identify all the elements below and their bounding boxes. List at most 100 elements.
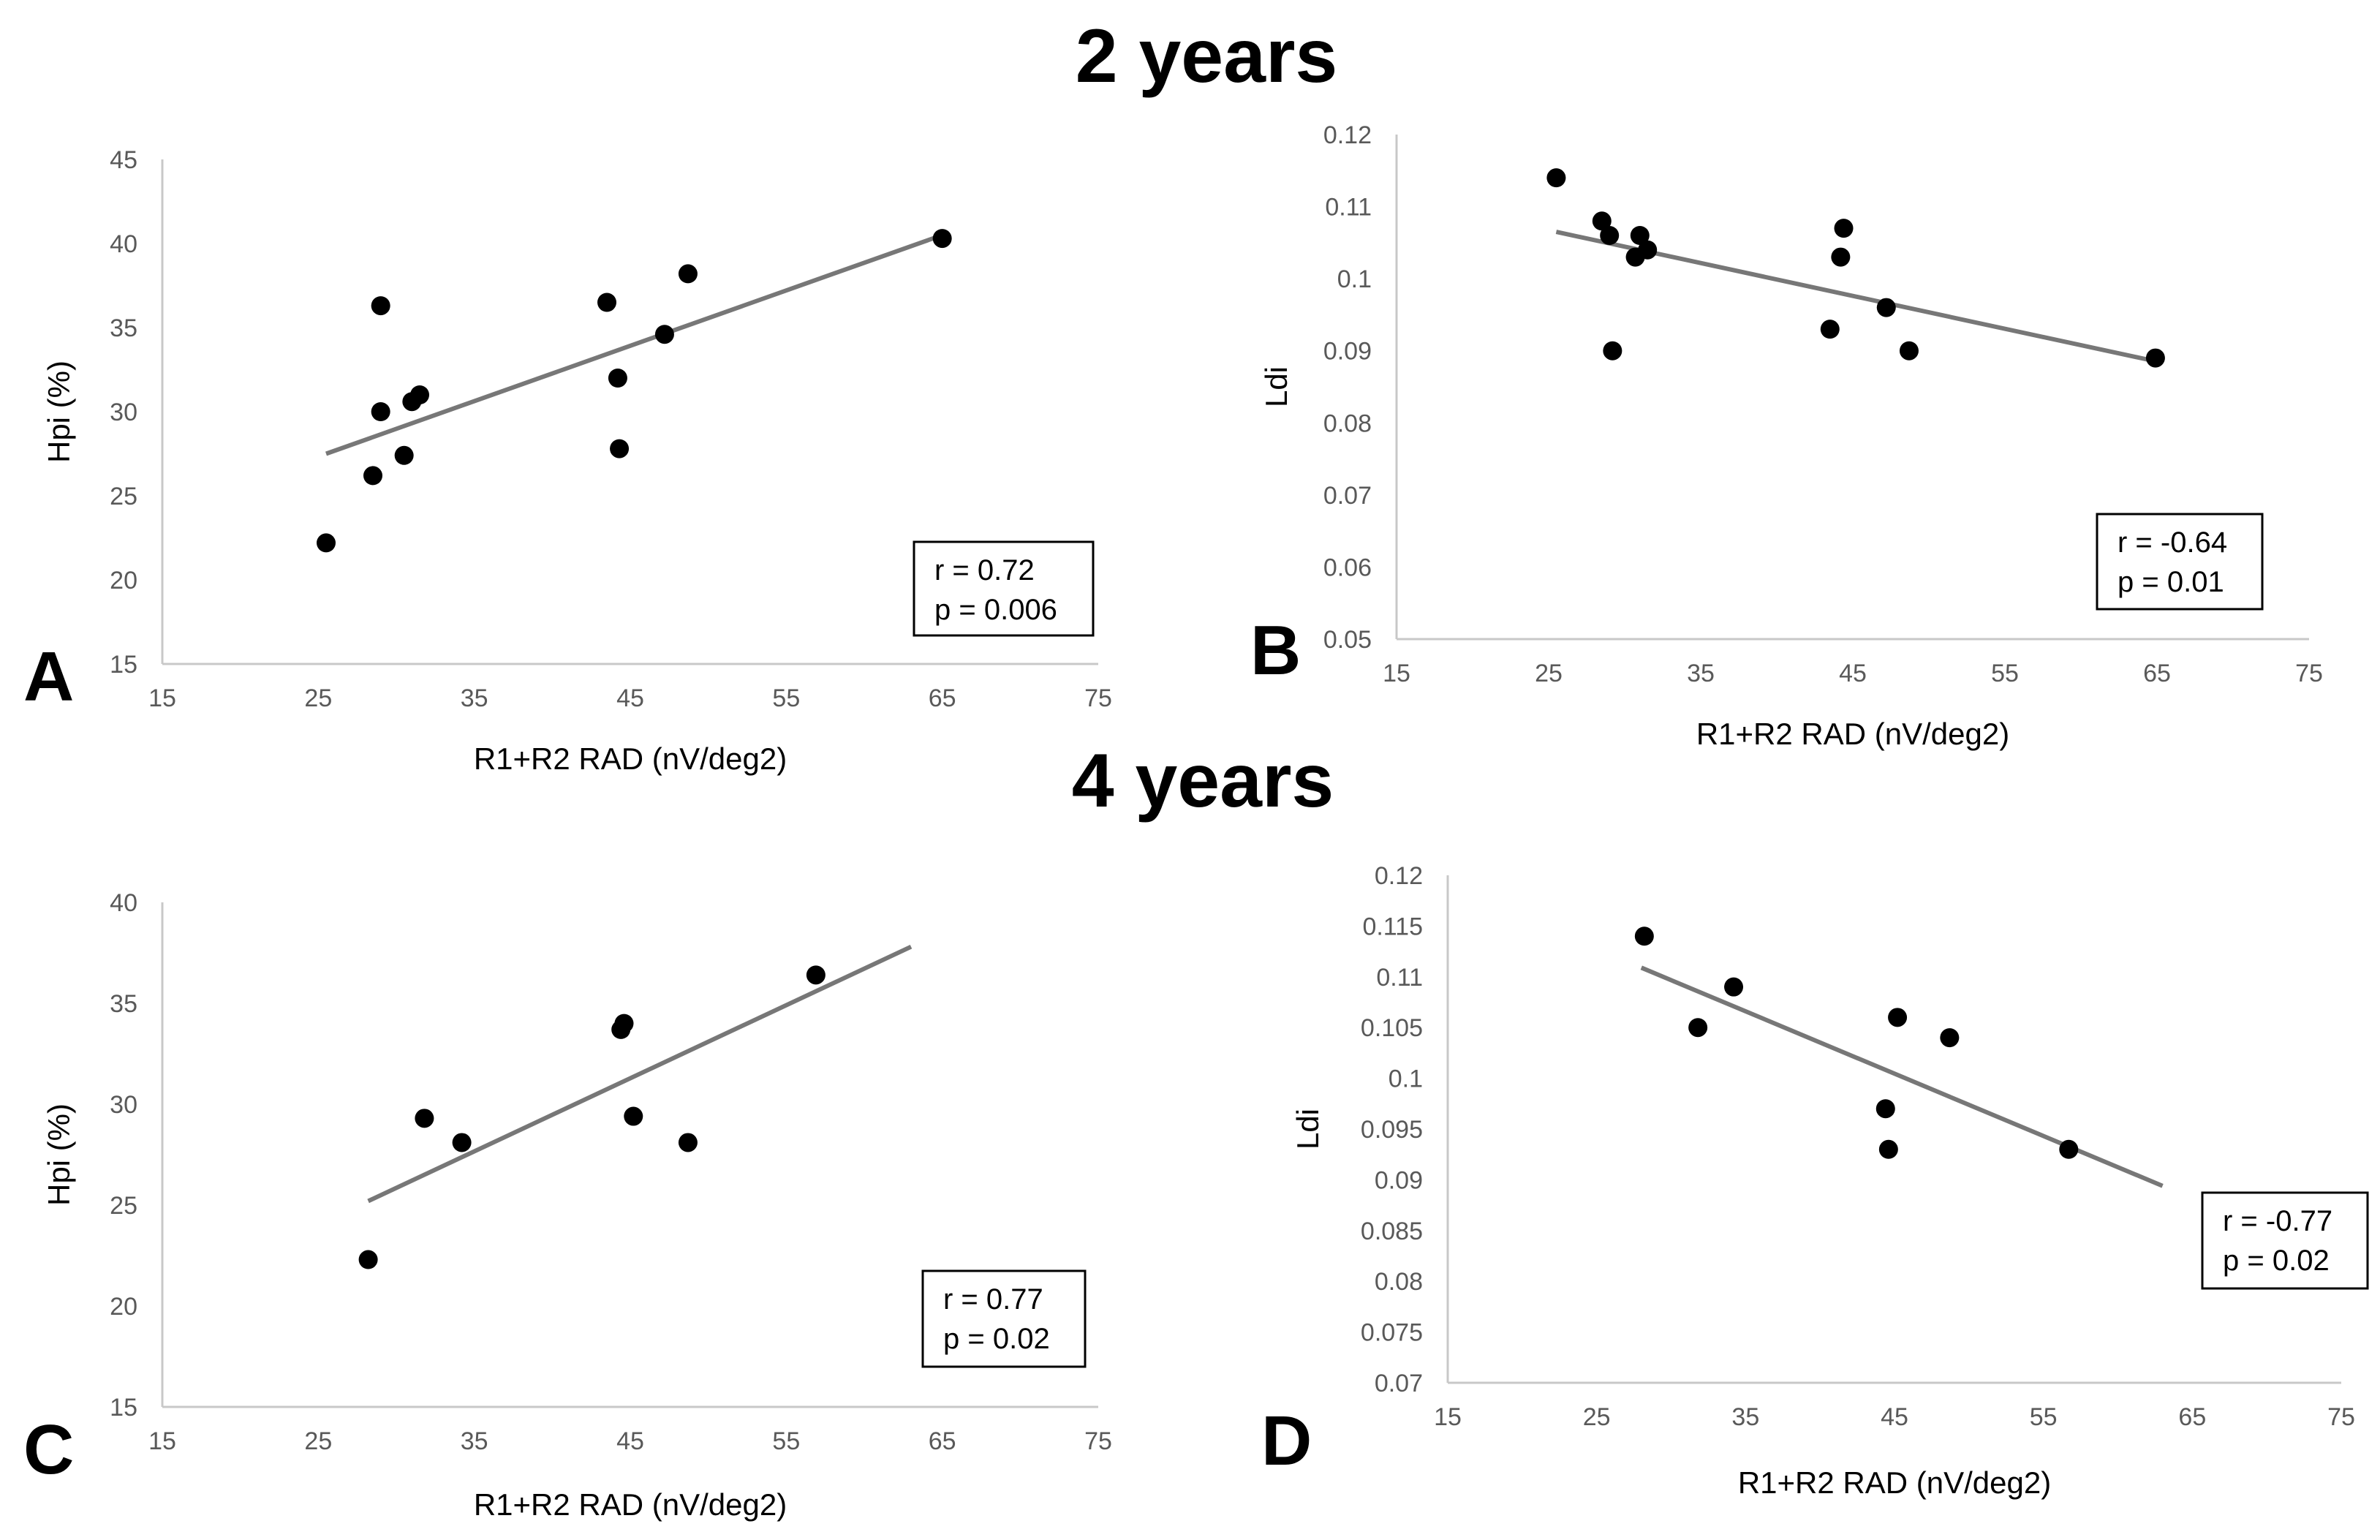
y-tick-label: 0.115 — [1362, 913, 1423, 940]
x-tick-label: 75 — [2327, 1403, 2355, 1431]
y-axis-title: Ldi — [1259, 366, 1293, 407]
x-tick-label: 65 — [2143, 660, 2171, 687]
data-point — [363, 466, 382, 486]
panels: 15 25 35 45 55 65 75 15 20 25 30 35 40 45 R1+R2 RAD (n… — [23, 121, 2369, 1522]
stats-box-frame — [921, 1269, 1087, 1368]
data-point — [1600, 226, 1620, 245]
data-point — [1688, 1018, 1708, 1038]
trendline — [367, 945, 913, 1204]
x-tick-label: 65 — [2178, 1403, 2206, 1431]
x-tick-label: 35 — [461, 684, 488, 712]
stats-box: r = 0.72 p = 0.006 — [913, 540, 1095, 637]
x-tick-label: 35 — [461, 1427, 488, 1455]
y-tick-label: 15 — [110, 1394, 137, 1422]
data-point — [1831, 247, 1851, 267]
data-point — [1638, 240, 1658, 260]
data-point — [1603, 341, 1622, 361]
data-point — [624, 1106, 643, 1126]
stat-p: p = 0.02 — [2223, 1245, 2330, 1277]
data-point — [1875, 1099, 1895, 1119]
x-tick-label: 15 — [1434, 1403, 1462, 1431]
trendline — [325, 233, 943, 456]
stat-r: r = 0.72 — [934, 554, 1035, 586]
x-tick-label: 45 — [1839, 660, 1867, 687]
data-point — [678, 264, 698, 284]
panel-letter: C — [23, 1411, 74, 1489]
data-point — [1546, 168, 1566, 188]
x-tick-label: 55 — [2030, 1403, 2058, 1431]
x-axis-title: R1+R2 RAD (nV/deg2) — [474, 1487, 787, 1522]
stats-box-frame — [2201, 1191, 2369, 1290]
x-tick-label: 35 — [1687, 660, 1715, 687]
x-axis-title: R1+R2 RAD (nV/deg2) — [474, 741, 787, 776]
y-tick-label: 0.09 — [1323, 338, 1372, 366]
y-tick-label: 0.11 — [1325, 194, 1372, 222]
y-tick-label: 0.12 — [1375, 862, 1423, 890]
data-point — [394, 445, 414, 465]
y-tick-label: 0.05 — [1323, 626, 1372, 654]
data-point — [1876, 298, 1896, 317]
stat-p: p = 0.02 — [943, 1323, 1050, 1355]
x-tick-label: 75 — [1084, 1427, 1112, 1455]
y-tick-label: 20 — [110, 1293, 137, 1321]
x-tick-label: 45 — [1881, 1403, 1908, 1431]
data-point — [614, 1014, 634, 1033]
x-tick-label: 65 — [929, 684, 956, 712]
stats-box: r = 0.77 p = 0.02 — [921, 1269, 1087, 1368]
stats-box: r = -0.64 p = 0.01 — [2096, 513, 2264, 611]
panel-letter: A — [23, 638, 74, 716]
y-tick-label: 20 — [110, 567, 137, 595]
y-tick-label: 0.085 — [1361, 1218, 1423, 1245]
y-tick-label: 0.11 — [1376, 964, 1423, 992]
y-tick-label: 40 — [110, 889, 137, 917]
data-point — [1592, 211, 1612, 231]
x-tick-label: 45 — [616, 684, 644, 712]
stat-r: r = 0.77 — [943, 1283, 1043, 1316]
data-point — [410, 385, 429, 404]
data-point — [610, 439, 630, 458]
y-tick-label: 0.12 — [1323, 121, 1372, 149]
y-tick-label: 0.09 — [1375, 1166, 1423, 1194]
data-point — [1634, 926, 1654, 946]
panel-letter: B — [1250, 611, 1301, 690]
data-point — [678, 1133, 698, 1152]
panel-d: 15 25 35 45 55 65 75 0.07 0.075 0.08 0.085 0.09 0.09… — [1261, 862, 2369, 1500]
x-tick-label: 75 — [1084, 684, 1112, 712]
x-tick-label: 45 — [616, 1427, 644, 1455]
data-point — [1834, 219, 1854, 238]
y-tick-label: 35 — [110, 990, 137, 1018]
stat-r: r = -0.64 — [2118, 526, 2227, 559]
title-4-years: 4 years — [1072, 739, 1334, 823]
y-tick-label: 0.07 — [1375, 1370, 1423, 1397]
y-tick-label: 0.1 — [1389, 1065, 1423, 1093]
y-tick-label: 40 — [110, 230, 137, 258]
x-tick-label: 75 — [2295, 660, 2323, 687]
y-tick-label: 0.08 — [1323, 409, 1372, 437]
x-tick-label: 25 — [304, 1427, 332, 1455]
stat-r: r = -0.77 — [2223, 1205, 2332, 1237]
y-tick-label: 30 — [110, 399, 137, 426]
data-point — [452, 1133, 472, 1152]
y-tick-label: 25 — [110, 483, 137, 510]
x-tick-label: 15 — [148, 1427, 176, 1455]
data-point — [358, 1250, 378, 1269]
x-tick-label: 25 — [304, 684, 332, 712]
y-tick-label: 0.075 — [1361, 1319, 1423, 1347]
x-tick-label: 25 — [1535, 660, 1563, 687]
data-point — [371, 402, 390, 421]
x-tick-label: 65 — [929, 1427, 956, 1455]
trendline — [1640, 965, 2164, 1188]
y-tick-label: 15 — [110, 651, 137, 679]
data-point — [1940, 1028, 1960, 1048]
data-point — [1878, 1139, 1898, 1159]
data-point — [371, 296, 390, 316]
y-tick-label: 0.08 — [1375, 1268, 1423, 1296]
data-point — [654, 325, 674, 344]
y-tick-label: 45 — [110, 146, 137, 174]
x-tick-label: 55 — [772, 684, 800, 712]
data-point — [2145, 348, 2165, 368]
y-axis-title: Hpi (%) — [42, 1103, 76, 1206]
y-axis-title: Hpi (%) — [42, 361, 76, 463]
x-axis-title: R1+R2 RAD (nV/deg2) — [1696, 717, 2009, 751]
